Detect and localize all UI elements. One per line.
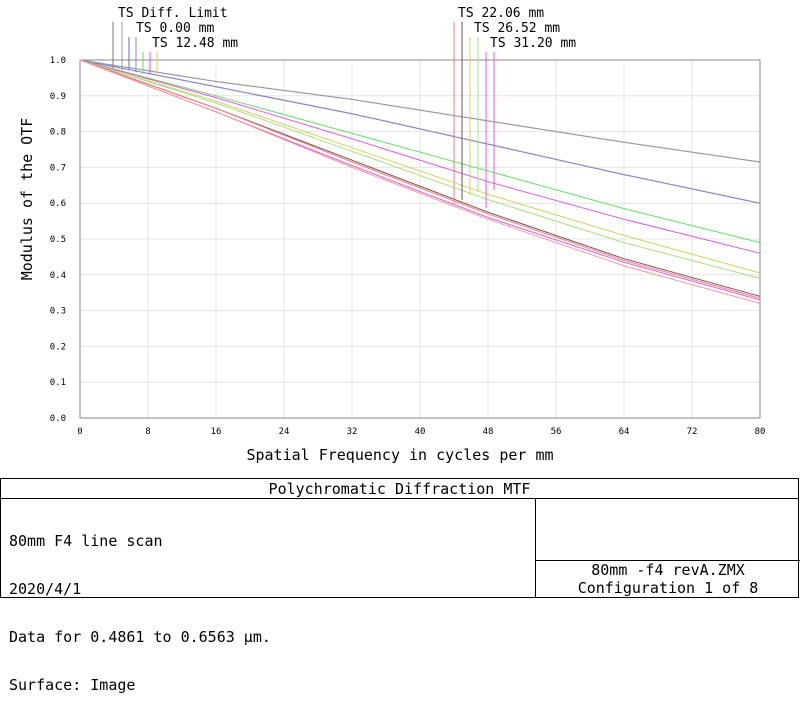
legend-label-left: TS 0.00 mm [136, 21, 214, 36]
x-tick-label: 80 [755, 427, 766, 437]
x-tick-label: 64 [619, 427, 630, 437]
x-tick-label: 48 [483, 427, 494, 437]
y-axis-label: Modulus of the OTF [18, 118, 36, 281]
info-line-name: 80mm F4 line scan [9, 532, 163, 550]
info-panel: Polychromatic Diffraction MTF 80mm F4 li… [0, 478, 800, 693]
legend-label-left: TS 12.48 mm [152, 36, 238, 51]
series-line [79, 59, 761, 204]
series-line [79, 59, 761, 254]
x-tick-label: 16 [211, 427, 222, 437]
x-tick-label: 56 [551, 427, 562, 437]
x-tick-label: 0 [77, 427, 82, 437]
y-tick-label: 0.6 [50, 199, 66, 209]
x-tick-label: 72 [687, 427, 698, 437]
y-tick-label: 0.7 [50, 163, 66, 173]
file-name: 80mm -f4 revA.ZMX [591, 561, 745, 579]
x-tick-label: 8 [145, 427, 150, 437]
info-lines: 80mm F4 line scan 2020/4/1 Data for 0.48… [9, 501, 271, 725]
mtf-chart: 0 8 16 24 32 40 48 56 64 72 80 0.0 0.1 0.2 0.3 0.4 0.5 0.… [18, 6, 766, 464]
info-line-wavelength: Data for 0.4861 to 0.6563 µm. [9, 628, 271, 646]
series-line [79, 59, 761, 299]
plot-frame [79, 59, 761, 419]
file-info-box: 80mm -f4 revA.ZMX Configuration 1 of 8 [535, 499, 800, 598]
x-axis-label: Spatial Frequency in cycles per mm [246, 446, 553, 464]
y-tick-label: 0.9 [50, 92, 66, 102]
series-line [79, 59, 761, 274]
x-tick-label: 32 [347, 427, 358, 437]
legend-label-right: TS 31.20 mm [490, 36, 576, 51]
series-line [79, 59, 761, 304]
y-tick-label: 0.3 [50, 307, 66, 317]
y-tick-label: 0.8 [50, 128, 66, 138]
legend-label-left: TS Diff. Limit [118, 6, 228, 21]
x-tick-label: 40 [415, 427, 426, 437]
y-tick-label: 0.1 [50, 378, 66, 388]
x-tick-label: 24 [279, 427, 290, 437]
legend-label-right: TS 26.52 mm [474, 21, 560, 36]
configuration-label: Configuration 1 of 8 [577, 579, 759, 597]
y-tick-label: 0.4 [50, 271, 66, 281]
chart-title: Polychromatic Diffraction MTF [1, 479, 798, 499]
series-line [79, 59, 761, 279]
file-info: 80mm -f4 revA.ZMX Configuration 1 of 8 [536, 560, 800, 598]
y-tick-label: 0.2 [50, 342, 66, 352]
series-line [79, 59, 761, 244]
y-tick-label: 0.0 [50, 414, 66, 424]
y-tick-label: 0.5 [50, 235, 66, 245]
info-line-surface: Surface: Image [9, 676, 136, 694]
series-line [79, 59, 761, 163]
y-tick-label: 1.0 [50, 56, 66, 66]
legend-label-right: TS 22.06 mm [458, 6, 544, 21]
mtf-chart-svg: 0 8 16 24 32 40 48 56 64 72 80 0.0 0.1 0.2 0.3 0.4 0.5 0.… [18, 6, 766, 464]
info-line-date: 2020/4/1 [9, 580, 82, 598]
